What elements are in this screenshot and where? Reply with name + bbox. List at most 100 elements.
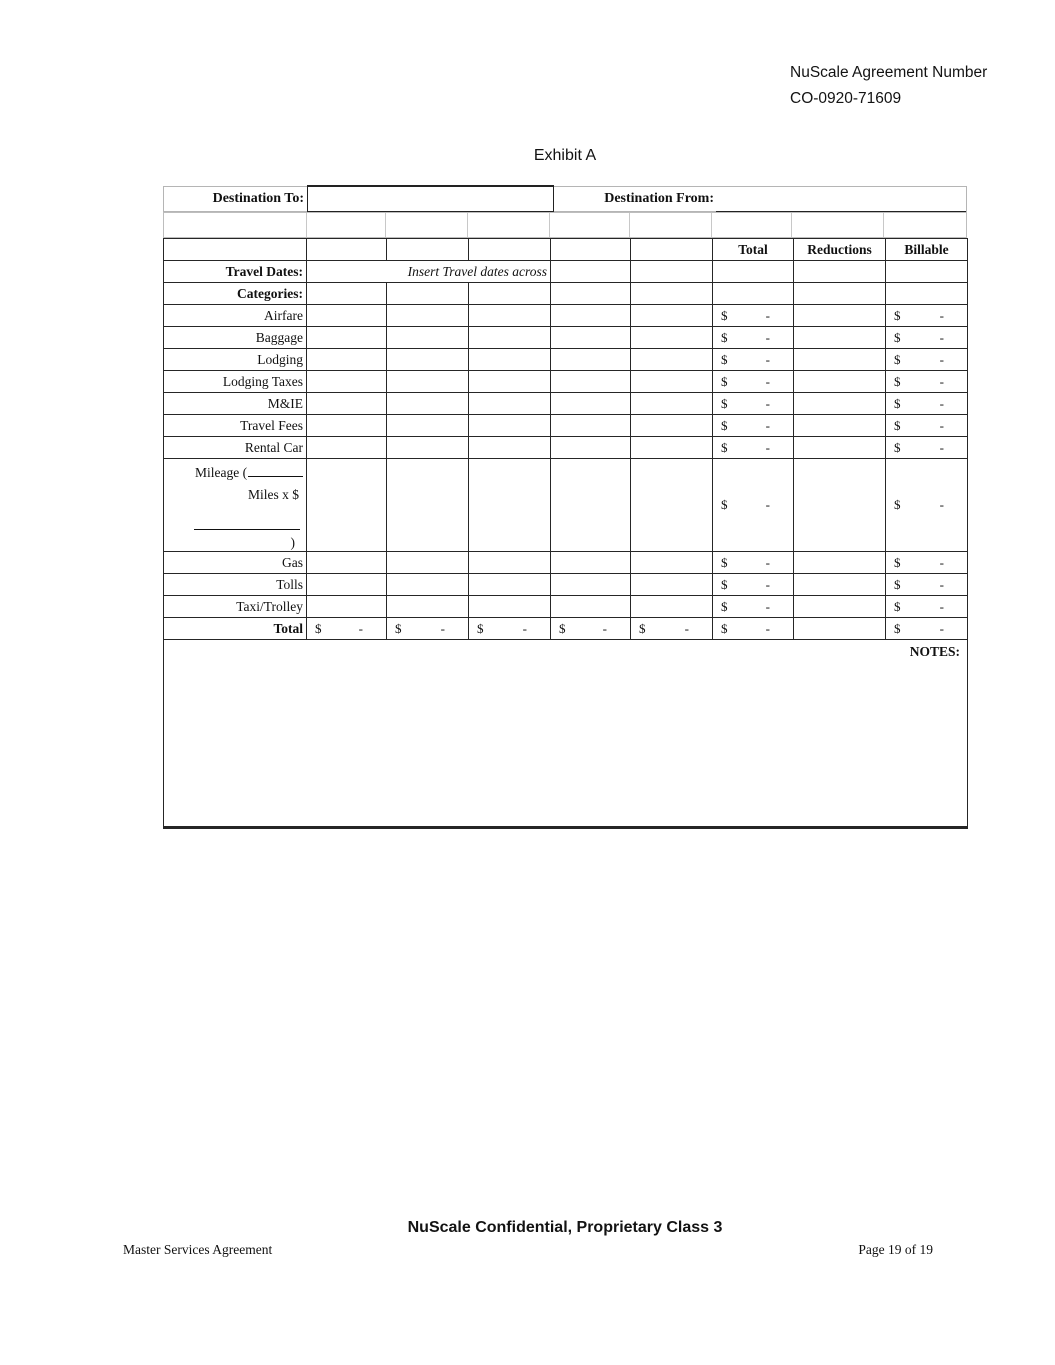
amount-cell xyxy=(386,326,469,349)
billable-amount-cell: $ - xyxy=(885,551,968,574)
zero-dash: - xyxy=(522,620,527,636)
currency-symbol: $ xyxy=(721,497,728,512)
reductions-cell xyxy=(793,348,886,371)
empty-cell xyxy=(712,282,794,305)
amount-cell xyxy=(306,595,387,618)
zero-dash: - xyxy=(765,576,770,592)
table-row-mileage: Mileage ( Miles x $ ) $ - $ - xyxy=(163,458,968,552)
billable-amount-cell: $ - xyxy=(885,595,968,618)
amount-cell xyxy=(630,595,713,618)
spacer-cell xyxy=(307,213,387,237)
notes-row: NOTES: xyxy=(163,639,968,828)
reductions-cell xyxy=(793,392,886,415)
table-row-taxi-trolley: Taxi/Trolley $ - $ - xyxy=(163,595,968,618)
zero-dash: - xyxy=(358,620,363,636)
amount-cell xyxy=(386,573,469,596)
total-column-header: Total xyxy=(712,238,794,261)
zero-dash: - xyxy=(765,598,770,614)
empty-cell xyxy=(163,238,307,261)
grand-total-cell: $ - xyxy=(712,617,794,640)
total-amount-cell: $ - xyxy=(712,458,794,552)
empty-cell xyxy=(386,282,469,305)
amount-cell xyxy=(306,436,387,459)
spacer-cell xyxy=(712,213,793,237)
empty-cell xyxy=(468,282,551,305)
date-cell xyxy=(550,260,631,283)
empty-cell xyxy=(793,282,886,305)
reductions-cell xyxy=(793,436,886,459)
currency-symbol: $ xyxy=(721,395,728,411)
currency-symbol: $ xyxy=(721,598,728,614)
exhibit-title: Exhibit A xyxy=(533,147,597,164)
zero-dash: - xyxy=(939,373,944,389)
document-name-footer: Master Services Agreement xyxy=(123,1242,273,1257)
currency-symbol: $ xyxy=(395,620,402,636)
amount-cell xyxy=(468,348,551,371)
currency-symbol: $ xyxy=(894,576,901,592)
day-total-cell: $ - xyxy=(386,617,469,640)
amount-cell xyxy=(306,370,387,393)
notes-area: NOTES: xyxy=(163,639,968,828)
spacer-cell xyxy=(386,213,469,237)
amount-cell xyxy=(550,595,631,618)
reductions-cell xyxy=(793,304,886,327)
amount-cell xyxy=(550,304,631,327)
amount-cell xyxy=(386,436,469,459)
amount-cell xyxy=(550,458,631,552)
currency-symbol: $ xyxy=(894,620,901,636)
currency-symbol: $ xyxy=(894,497,901,512)
amount-cell xyxy=(306,326,387,349)
reductions-cell xyxy=(793,573,886,596)
category-label: M&IE xyxy=(163,392,307,415)
mileage-line4: ) xyxy=(290,535,296,550)
mileage-rate-blank xyxy=(194,529,300,530)
zero-dash: - xyxy=(939,620,944,636)
reductions-cell xyxy=(793,326,886,349)
billable-total-cell: $ - xyxy=(885,617,968,640)
spacer-grid-row xyxy=(163,212,967,238)
currency-symbol: $ xyxy=(721,620,728,636)
amount-cell xyxy=(306,414,387,437)
zero-dash: - xyxy=(939,554,944,570)
amount-cell xyxy=(550,573,631,596)
table-row-lodging: Lodging $ - $ - xyxy=(163,348,968,371)
confidentiality-footer: NuScale Confidential, Proprietary Class … xyxy=(407,1219,723,1236)
zero-dash: - xyxy=(765,439,770,455)
amount-cell xyxy=(550,436,631,459)
table-row-travel-fees: Travel Fees $ - $ - xyxy=(163,414,968,437)
billable-amount-cell: $ - xyxy=(885,370,968,393)
currency-symbol: $ xyxy=(894,395,901,411)
zero-dash: - xyxy=(939,307,944,323)
empty-cell xyxy=(386,238,469,261)
total-amount-cell: $ - xyxy=(712,304,794,327)
destination-from-field xyxy=(716,186,966,213)
reductions-cell xyxy=(793,551,886,574)
reductions-cell xyxy=(793,370,886,393)
amount-cell xyxy=(630,326,713,349)
amount-cell xyxy=(468,551,551,574)
amount-cell xyxy=(630,392,713,415)
zero-dash: - xyxy=(765,417,770,433)
amount-cell xyxy=(306,392,387,415)
categories-row: Categories: xyxy=(163,282,968,305)
category-label: Gas xyxy=(163,551,307,574)
category-label: Rental Car xyxy=(163,436,307,459)
total-amount-cell: $ - xyxy=(712,392,794,415)
total-amount-cell: $ - xyxy=(712,436,794,459)
date-cell xyxy=(630,260,713,283)
category-label: Baggage xyxy=(163,326,307,349)
zero-dash: - xyxy=(765,497,770,512)
table-row-lodging-taxes: Lodging Taxes $ - $ - xyxy=(163,370,968,393)
table-row-tolls: Tolls $ - $ - xyxy=(163,573,968,596)
amount-cell xyxy=(386,458,469,552)
amount-cell xyxy=(468,436,551,459)
billable-amount-cell: $ - xyxy=(885,326,968,349)
destination-to-field xyxy=(307,185,554,213)
empty-cell xyxy=(630,282,713,305)
amount-cell xyxy=(550,370,631,393)
amount-cell xyxy=(468,595,551,618)
reductions-column-header: Reductions xyxy=(793,238,886,261)
amount-cell xyxy=(468,304,551,327)
day-total-cell: $ - xyxy=(306,617,387,640)
spacer-cell xyxy=(884,213,966,237)
